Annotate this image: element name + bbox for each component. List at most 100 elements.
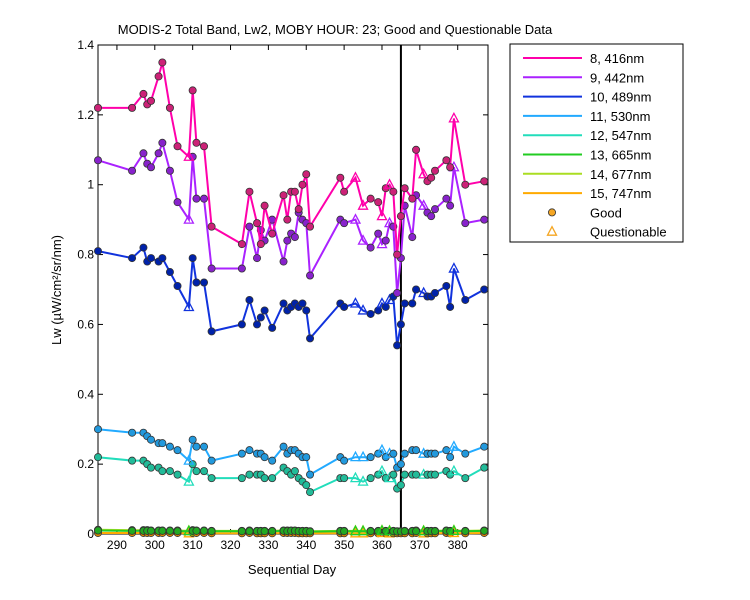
good-point	[192, 194, 201, 203]
good-point	[147, 435, 156, 444]
good-point	[268, 456, 277, 465]
series-line	[98, 62, 485, 255]
good-point	[340, 219, 349, 228]
good-point	[173, 142, 182, 151]
legend-label: 9, 442nm	[590, 70, 644, 85]
good-point	[237, 240, 246, 249]
good-point	[237, 527, 246, 536]
good-point	[461, 180, 470, 189]
questionable-point	[349, 450, 362, 462]
questionable-point	[183, 475, 195, 486]
good-point	[446, 302, 455, 311]
good-point	[430, 449, 439, 458]
good-point	[147, 254, 156, 263]
good-point	[412, 470, 421, 479]
good-point	[336, 173, 345, 182]
good-point	[207, 222, 216, 231]
good-point	[139, 149, 148, 158]
good-point	[165, 103, 174, 112]
good-point	[260, 306, 269, 315]
good-point	[430, 470, 439, 479]
good-point	[279, 191, 288, 200]
good-point	[396, 460, 405, 469]
good-point	[139, 89, 148, 98]
good-point	[158, 439, 167, 448]
good-point	[207, 474, 216, 483]
good-point	[128, 428, 137, 437]
good-point	[366, 243, 375, 252]
good-point	[442, 194, 451, 203]
good-point	[173, 470, 182, 479]
good-point	[245, 295, 254, 304]
good-point	[245, 527, 254, 536]
y-axis-label: Lw (µW/cm²/sr/nm)	[49, 235, 64, 345]
good-point	[290, 187, 299, 196]
good-point	[268, 229, 277, 238]
questionable-point	[357, 304, 369, 315]
good-point	[128, 526, 137, 535]
questionable-point	[448, 524, 460, 536]
good-point	[279, 257, 288, 266]
good-point	[245, 446, 254, 455]
good-point	[366, 527, 375, 536]
legend-label: 15, 747nm	[590, 186, 651, 201]
good-point	[480, 463, 489, 472]
good-point	[253, 219, 262, 228]
good-point	[173, 282, 182, 291]
good-point	[461, 474, 470, 483]
good-point	[408, 194, 417, 203]
good-point	[165, 442, 174, 451]
good-point	[412, 446, 421, 455]
questionable-point	[448, 262, 460, 273]
good-point	[302, 481, 311, 490]
good-point	[256, 240, 265, 249]
good-point	[408, 299, 417, 308]
good-point	[306, 334, 315, 343]
good-point	[283, 215, 292, 224]
good-point	[340, 527, 349, 536]
good-point	[173, 198, 182, 207]
good-point	[256, 313, 265, 322]
x-tick-label: 300	[145, 538, 165, 552]
good-point	[400, 184, 409, 193]
good-point	[165, 467, 174, 476]
good-point	[461, 295, 470, 304]
good-point	[461, 449, 470, 458]
good-point	[245, 187, 254, 196]
x-tick-label: 320	[221, 538, 241, 552]
good-point	[446, 453, 455, 462]
y-tick-label: 0.8	[77, 248, 94, 262]
questionable-point	[349, 526, 362, 538]
good-point	[298, 180, 307, 189]
good-point	[147, 463, 156, 472]
good-point	[268, 527, 277, 536]
legend-label: 13, 665nm	[590, 148, 651, 163]
good-point	[389, 470, 398, 479]
good-point	[389, 449, 398, 458]
y-tick-label: 1	[87, 178, 94, 192]
good-point	[260, 527, 269, 536]
x-tick-label: 340	[296, 538, 316, 552]
good-point	[94, 156, 103, 165]
questionable-point	[448, 464, 460, 476]
questionable-point	[183, 150, 195, 161]
good-point	[158, 138, 167, 147]
good-point	[260, 201, 269, 210]
good-point	[128, 254, 137, 263]
good-point	[366, 474, 375, 483]
x-axis-label: Sequential Day	[248, 562, 337, 577]
x-tick-label: 380	[448, 538, 468, 552]
good-point	[158, 467, 167, 476]
questionable-point	[349, 171, 362, 182]
good-point	[412, 285, 421, 294]
good-point	[446, 201, 455, 210]
chart-title: MODIS-2 Total Band, Lw2, MOBY HOUR: 23; …	[118, 22, 553, 37]
good-point	[340, 302, 349, 311]
good-point	[192, 442, 201, 451]
good-point	[268, 323, 277, 332]
x-tick-label: 360	[372, 538, 392, 552]
good-point	[279, 442, 288, 451]
questionable-point	[357, 475, 369, 486]
legend-label: 11, 530nm	[590, 109, 650, 124]
good-point	[302, 453, 311, 462]
